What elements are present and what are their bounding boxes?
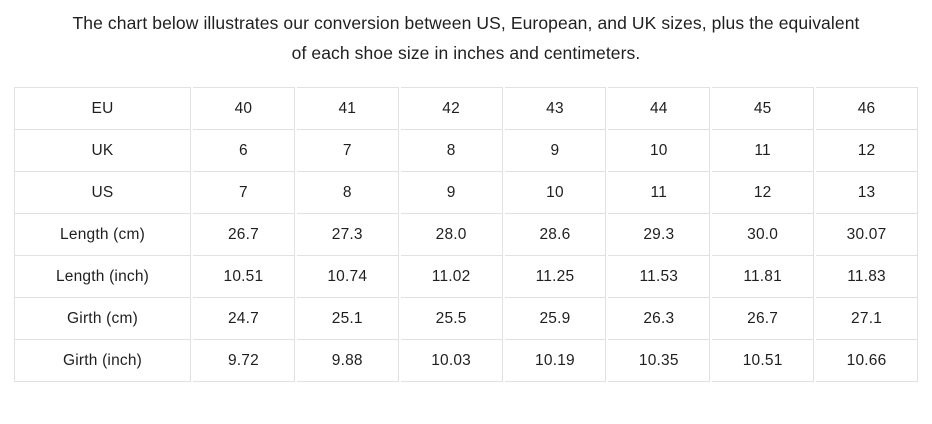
table-cell: 42 bbox=[400, 87, 503, 130]
table-cell: 11.53 bbox=[608, 256, 711, 298]
table-cell: 29.3 bbox=[608, 214, 711, 256]
table-cell: 26.7 bbox=[712, 298, 815, 340]
intro-text-line-1: The chart below illustrates our conversi… bbox=[72, 13, 860, 33]
table-cell: 24.7 bbox=[193, 298, 295, 340]
table-cell: 11.02 bbox=[400, 256, 503, 298]
table-cell: 11 bbox=[712, 130, 815, 172]
table-cell: 11.81 bbox=[712, 256, 815, 298]
table-cell: 41 bbox=[296, 87, 399, 130]
table-cell: 6 bbox=[193, 130, 295, 172]
table-cell: 8 bbox=[400, 130, 503, 172]
table-row-us: US 7 8 9 10 11 12 13 bbox=[14, 172, 918, 214]
table-cell: 30.0 bbox=[712, 214, 815, 256]
table-cell: 10.35 bbox=[608, 340, 711, 382]
table-cell: 10.03 bbox=[400, 340, 503, 382]
table-cell: 25.5 bbox=[400, 298, 503, 340]
row-label-uk: UK bbox=[14, 130, 191, 172]
table-cell: 43 bbox=[504, 87, 607, 130]
row-label-girth-inch: Girth (inch) bbox=[14, 340, 191, 382]
table-cell: 25.9 bbox=[504, 298, 607, 340]
table-cell: 12 bbox=[712, 172, 815, 214]
table-cell: 40 bbox=[193, 87, 295, 130]
table-row-length-inch: Length (inch) 10.51 10.74 11.02 11.25 11… bbox=[14, 256, 918, 298]
table-cell: 28.0 bbox=[400, 214, 503, 256]
row-label-eu: EU bbox=[14, 87, 191, 130]
table-cell: 10.66 bbox=[816, 340, 918, 382]
table-cell: 7 bbox=[193, 172, 295, 214]
table-cell: 10.74 bbox=[296, 256, 399, 298]
row-label-length-cm: Length (cm) bbox=[14, 214, 191, 256]
intro-text: The chart below illustrates our conversi… bbox=[0, 0, 932, 68]
table-row-length-cm: Length (cm) 26.7 27.3 28.0 28.6 29.3 30.… bbox=[14, 214, 918, 256]
table-cell: 12 bbox=[816, 130, 918, 172]
table-cell: 9.88 bbox=[296, 340, 399, 382]
table-row-girth-inch: Girth (inch) 9.72 9.88 10.03 10.19 10.35… bbox=[14, 340, 918, 382]
table-cell: 9 bbox=[400, 172, 503, 214]
table-cell: 11.83 bbox=[816, 256, 918, 298]
table-row-uk: UK 6 7 8 9 10 11 12 bbox=[14, 130, 918, 172]
table-cell: 10.51 bbox=[712, 340, 815, 382]
table-cell: 10 bbox=[608, 130, 711, 172]
table-cell: 46 bbox=[816, 87, 918, 130]
table-cell: 10.19 bbox=[504, 340, 607, 382]
row-label-girth-cm: Girth (cm) bbox=[14, 298, 191, 340]
row-label-length-inch: Length (inch) bbox=[14, 256, 191, 298]
table-cell: 9.72 bbox=[193, 340, 295, 382]
table-cell: 11.25 bbox=[504, 256, 607, 298]
row-label-us: US bbox=[14, 172, 191, 214]
table-cell: 44 bbox=[608, 87, 711, 130]
table-cell: 13 bbox=[816, 172, 918, 214]
table-cell: 27.3 bbox=[296, 214, 399, 256]
table-cell: 10.51 bbox=[193, 256, 295, 298]
table-cell: 9 bbox=[504, 130, 607, 172]
table-cell: 10 bbox=[504, 172, 607, 214]
table-cell: 30.07 bbox=[816, 214, 918, 256]
size-conversion-table: EU 40 41 42 43 44 45 46 UK 6 7 8 9 10 11… bbox=[12, 87, 920, 382]
table-cell: 8 bbox=[296, 172, 399, 214]
table-cell: 7 bbox=[296, 130, 399, 172]
table-cell: 26.3 bbox=[608, 298, 711, 340]
table-cell: 45 bbox=[712, 87, 815, 130]
table-cell: 28.6 bbox=[504, 214, 607, 256]
table-cell: 27.1 bbox=[816, 298, 918, 340]
table-row-girth-cm: Girth (cm) 24.7 25.1 25.5 25.9 26.3 26.7… bbox=[14, 298, 918, 340]
table-cell: 25.1 bbox=[296, 298, 399, 340]
table-cell: 11 bbox=[608, 172, 711, 214]
table-row-eu: EU 40 41 42 43 44 45 46 bbox=[14, 87, 918, 130]
table-cell: 26.7 bbox=[193, 214, 295, 256]
intro-text-line-2: of each shoe size in inches and centimet… bbox=[291, 43, 641, 63]
